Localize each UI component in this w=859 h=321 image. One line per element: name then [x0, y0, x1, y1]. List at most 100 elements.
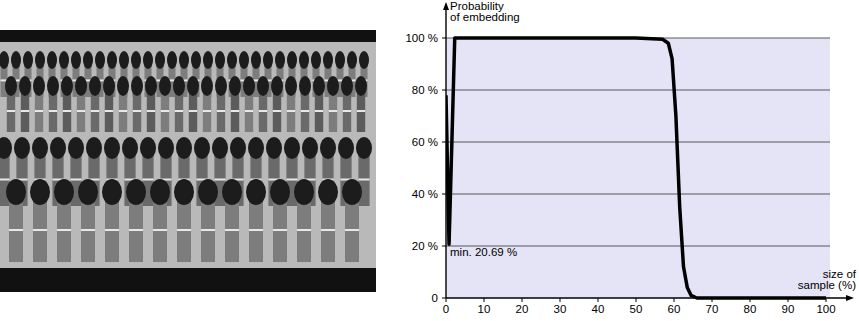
photo-hat — [198, 179, 218, 205]
photo-belt — [70, 179, 81, 181]
grid-line — [446, 142, 830, 143]
x-tick-label: 50 — [630, 303, 643, 315]
photo-figure — [33, 202, 47, 262]
photo-figure — [49, 92, 57, 132]
photo-figure — [153, 202, 167, 262]
photo-belt — [77, 110, 85, 112]
y-axis-arrow — [443, 2, 449, 10]
photo-hat — [126, 179, 146, 205]
photo-figure — [315, 92, 323, 132]
photo-hat — [263, 51, 273, 69]
photo-figure — [321, 202, 335, 262]
photo-belt — [343, 110, 351, 112]
photo-belt — [245, 110, 253, 112]
photo-belt — [201, 229, 215, 231]
photo-hat — [131, 51, 141, 69]
photo-belt — [35, 110, 43, 112]
x-tick-label: 20 — [516, 303, 529, 315]
photo-belt — [287, 110, 295, 112]
photo-hat — [14, 137, 30, 159]
photo-belt — [301, 110, 309, 112]
photo-hat — [86, 137, 102, 159]
photo-hat — [203, 51, 213, 69]
photo-belt — [231, 110, 239, 112]
photo-figure — [231, 92, 239, 132]
photo-hat — [229, 76, 241, 96]
photo-belt — [175, 110, 183, 112]
photo-hat — [30, 179, 50, 205]
photo-hat — [159, 76, 171, 96]
photo-hat — [342, 179, 362, 205]
x-tick-label: 90 — [782, 303, 795, 315]
photo-hat — [187, 76, 199, 96]
photo-hat — [285, 76, 297, 96]
photo-hat — [158, 137, 174, 159]
photo-hat — [299, 51, 309, 69]
photo-hat — [318, 179, 338, 205]
photo-hat — [191, 51, 201, 69]
photo-hat — [222, 179, 242, 205]
x-tick-label: 60 — [668, 303, 681, 315]
photo-hat — [145, 76, 157, 96]
photo-hat — [275, 51, 285, 69]
x-tick-label: 80 — [744, 303, 757, 315]
x-tick-label: 0 — [443, 303, 449, 315]
photo-hat — [95, 51, 105, 69]
photo-figure — [189, 92, 197, 132]
photo-hat — [251, 51, 261, 69]
x-axis-label: sample (%) — [798, 279, 856, 291]
photo-hat — [302, 137, 318, 159]
photo-hat — [215, 76, 227, 96]
photo-figure — [273, 202, 287, 262]
photo-hat — [50, 137, 66, 159]
photo-figure — [301, 92, 309, 132]
photo-belt — [273, 110, 281, 112]
photo-belt — [142, 179, 153, 181]
x-tick-label: 30 — [554, 303, 567, 315]
photo-figure — [225, 202, 239, 262]
photo-figure — [161, 92, 169, 132]
photo-belt — [214, 179, 225, 181]
photo-hat — [243, 76, 255, 96]
plot-background — [446, 38, 830, 298]
photo-hat — [23, 51, 33, 69]
photo-belt — [153, 229, 167, 231]
photo-hat — [270, 179, 290, 205]
photo-frame — [0, 30, 376, 292]
photo-hat — [347, 51, 357, 69]
photo-figure — [259, 92, 267, 132]
photo-hat — [227, 51, 237, 69]
photo-belt — [286, 179, 297, 181]
photo-hat — [35, 51, 45, 69]
photo-belt — [9, 229, 23, 231]
y-tick-label: 40 % — [412, 188, 438, 200]
photo-hat — [294, 179, 314, 205]
photo-hat — [174, 179, 194, 205]
photo-figure — [77, 92, 85, 132]
photo-belt — [249, 229, 263, 231]
photo-belt — [133, 110, 141, 112]
photo-hat — [102, 179, 122, 205]
photo-hat — [299, 76, 311, 96]
photo-hat — [33, 76, 45, 96]
photo-belt — [91, 110, 99, 112]
photo-figure — [129, 202, 143, 262]
photo-belt — [7, 110, 15, 112]
photo-figure — [9, 202, 23, 262]
photo-hat — [194, 137, 210, 159]
photo-belt — [321, 229, 335, 231]
photo-figure — [105, 202, 119, 262]
photo-figure — [147, 92, 155, 132]
photo-hat — [19, 76, 31, 96]
photo-hat — [5, 76, 17, 96]
photo-hat — [6, 179, 26, 205]
photo-figure — [35, 92, 43, 132]
photo-figure — [57, 202, 71, 262]
photo-hat — [338, 137, 354, 159]
photo-figure — [245, 92, 253, 132]
photo-figure — [63, 92, 71, 132]
photo-hat — [150, 179, 170, 205]
photo-hat — [104, 137, 120, 159]
photo-hat — [59, 51, 69, 69]
photo-figure — [249, 202, 263, 262]
